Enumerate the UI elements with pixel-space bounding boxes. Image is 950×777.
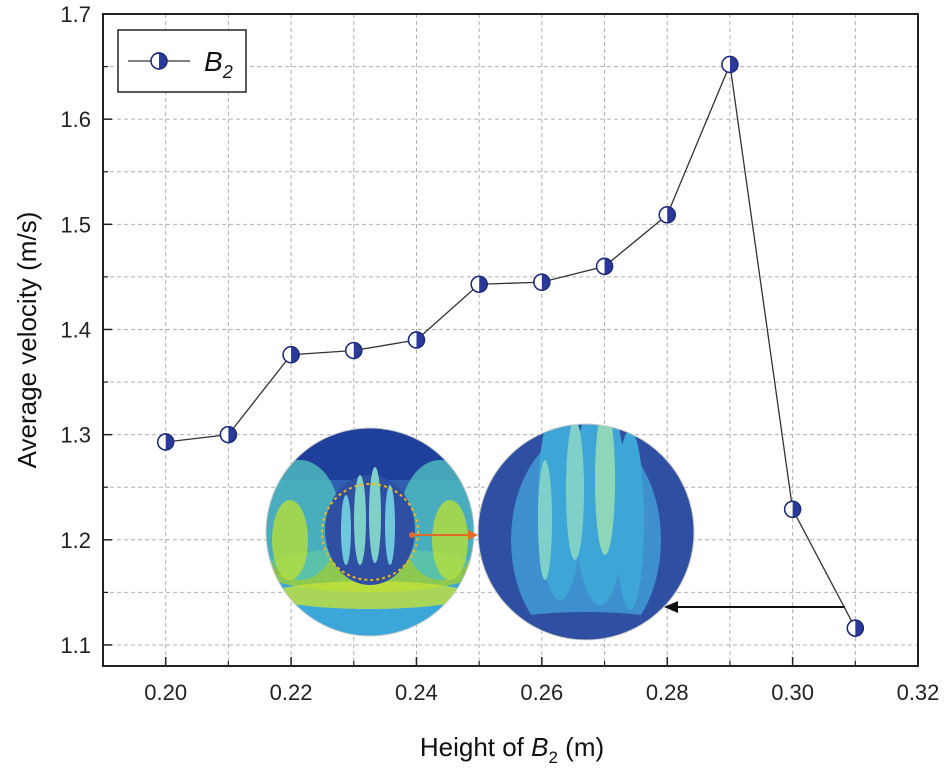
legend-marker-symbol (150, 52, 168, 70)
legend: B2 (117, 29, 247, 93)
data-point (407, 331, 426, 349)
data-point (533, 273, 551, 291)
x-tick-label: 0.32 (897, 680, 940, 705)
y-tick-label: 1.2 (60, 528, 91, 553)
y-tick-label: 1.6 (60, 107, 91, 132)
data-point (156, 433, 175, 451)
x-axis-title: Height of B2 (m) (420, 732, 604, 767)
data-point (721, 55, 739, 74)
inset-contour-zoom (478, 424, 694, 640)
y-tick-label: 1.3 (60, 423, 91, 448)
x-tick-label: 0.30 (771, 680, 814, 705)
inset-link-arrowhead (468, 530, 478, 540)
inset-contour-full (266, 428, 474, 636)
data-point (219, 425, 238, 444)
data-point (595, 257, 614, 276)
data-point (345, 341, 363, 360)
data-point (470, 275, 488, 293)
inset-link-dot (409, 532, 415, 538)
series-markers (156, 55, 865, 637)
y-tick-label: 1.4 (60, 317, 91, 342)
x-tick-label: 0.22 (270, 680, 313, 705)
data-point (282, 346, 300, 364)
y-axis: 1.1 1.2 1.3 1.4 1.5 1.6 1.7 (60, 2, 112, 658)
x-tick-label: 0.26 (520, 680, 563, 705)
data-point (658, 206, 676, 224)
y-tick-label: 1.7 (60, 2, 91, 27)
legend-label: B2 (204, 46, 233, 82)
x-tick-label: 0.28 (646, 680, 689, 705)
series-b2 (156, 55, 865, 637)
x-tick-label: 0.24 (395, 680, 438, 705)
y-tick-label: 1.5 (60, 212, 91, 237)
series-line (165, 62, 856, 629)
legend-marker (150, 52, 168, 70)
inset-right-border (477, 423, 695, 641)
plot-frame (102, 13, 919, 667)
data-point (783, 500, 802, 519)
x-tick-label: 0.20 (144, 680, 187, 705)
y-tick-label: 1.1 (60, 633, 91, 658)
data-point (846, 619, 865, 637)
annotation-arrowhead (664, 601, 678, 613)
inset-left-border (265, 427, 475, 637)
y-axis-title: Average velocity (m/s) (12, 212, 42, 469)
x-axis: 0.20 0.22 0.24 0.26 0.28 0.30 0.32 (144, 657, 939, 705)
